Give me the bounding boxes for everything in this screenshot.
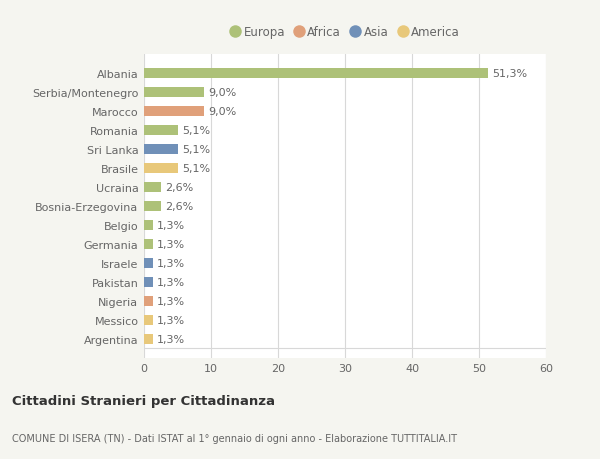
Bar xyxy=(144,145,178,155)
Bar xyxy=(144,106,204,117)
Text: COMUNE DI ISERA (TN) - Dati ISTAT al 1° gennaio di ogni anno - Elaborazione TUTT: COMUNE DI ISERA (TN) - Dati ISTAT al 1° … xyxy=(12,433,457,442)
Text: 2,6%: 2,6% xyxy=(166,183,194,193)
Text: 2,6%: 2,6% xyxy=(166,202,194,212)
Bar xyxy=(144,182,161,193)
Legend: Europa, Africa, Asia, America: Europa, Africa, Asia, America xyxy=(226,22,464,44)
Bar xyxy=(144,202,161,212)
Bar xyxy=(144,277,153,287)
Text: 1,3%: 1,3% xyxy=(157,315,185,325)
Bar xyxy=(144,126,178,136)
Text: Cittadini Stranieri per Cittadinanza: Cittadini Stranieri per Cittadinanza xyxy=(12,394,275,407)
Bar xyxy=(144,258,153,269)
Bar xyxy=(144,163,178,174)
Bar xyxy=(144,220,153,231)
Text: 1,3%: 1,3% xyxy=(157,277,185,287)
Text: 1,3%: 1,3% xyxy=(157,240,185,249)
Text: 5,1%: 5,1% xyxy=(182,164,211,174)
Bar xyxy=(144,88,204,98)
Bar xyxy=(144,334,153,344)
Text: 5,1%: 5,1% xyxy=(182,126,211,136)
Text: 9,0%: 9,0% xyxy=(208,107,236,117)
Bar xyxy=(144,315,153,325)
Text: 1,3%: 1,3% xyxy=(157,296,185,306)
Text: 1,3%: 1,3% xyxy=(157,258,185,269)
Text: 9,0%: 9,0% xyxy=(208,88,236,98)
Text: 51,3%: 51,3% xyxy=(492,69,527,79)
Bar xyxy=(144,239,153,250)
Bar xyxy=(144,69,488,79)
Text: 1,3%: 1,3% xyxy=(157,334,185,344)
Text: 1,3%: 1,3% xyxy=(157,220,185,230)
Text: 5,1%: 5,1% xyxy=(182,145,211,155)
Bar xyxy=(144,296,153,307)
